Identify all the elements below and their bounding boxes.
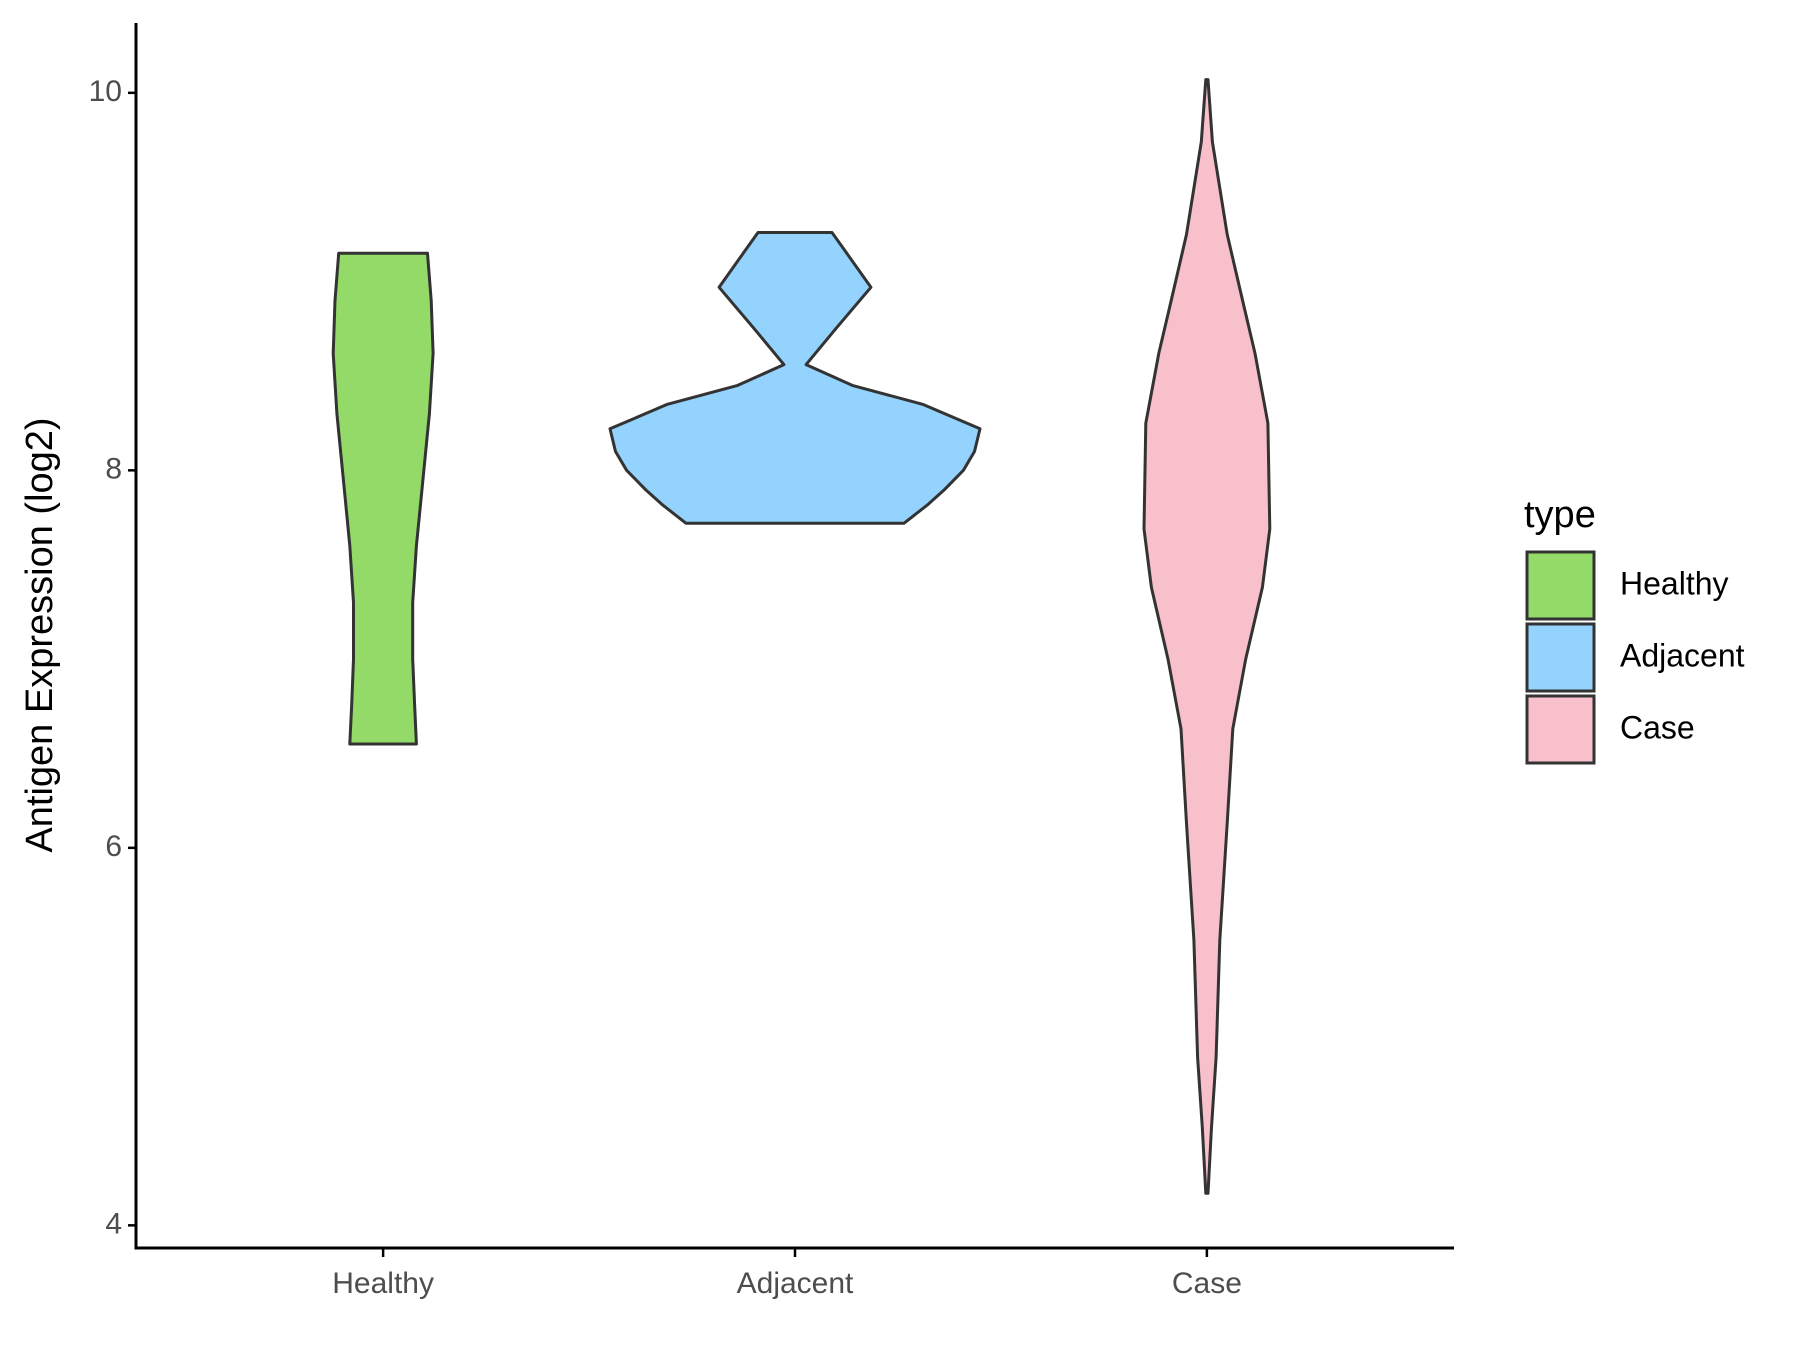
violin: [331, 251, 435, 746]
y-tick-label: 10: [89, 75, 122, 108]
legend-label: Adjacent: [1620, 637, 1745, 673]
y-tick-label: 8: [105, 452, 122, 485]
violin: [1142, 78, 1272, 1195]
y-tick-label: 6: [105, 830, 122, 863]
y-axis-title: Antigen Expression (log2): [19, 417, 61, 852]
x-tick-label: Adjacent: [737, 1267, 854, 1300]
legend-key: [1525, 622, 1596, 693]
x-tick-label: Healthy: [332, 1267, 434, 1300]
legend-label: Healthy: [1620, 565, 1729, 601]
y-tick-label: 4: [105, 1207, 122, 1240]
legend-key: [1525, 550, 1596, 621]
x-tick-label: Case: [1172, 1267, 1242, 1300]
legend-key: [1525, 694, 1596, 765]
violin: [608, 231, 982, 525]
legend-label: Case: [1620, 709, 1695, 745]
legend-title: type: [1524, 494, 1596, 536]
